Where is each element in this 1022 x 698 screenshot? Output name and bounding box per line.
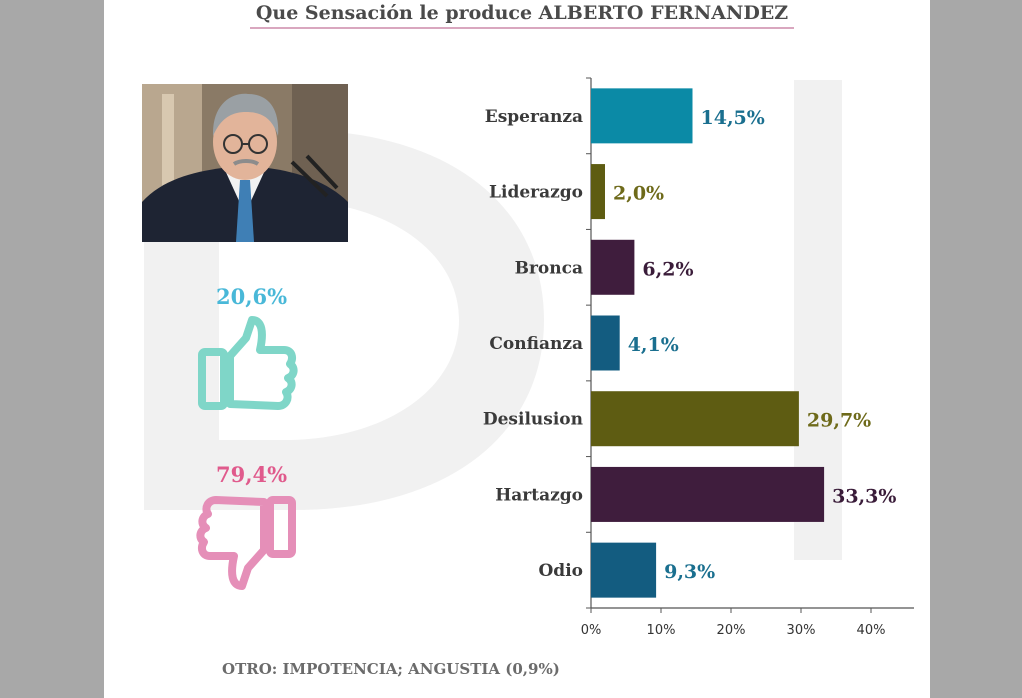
bar-chart: Esperanza Liderazgo Bronca Confianza Desilus… [483, 77, 914, 638]
bar-desilusion [591, 391, 799, 447]
chart-bars [591, 88, 825, 598]
positive-percent: 20,6% [216, 284, 288, 309]
category-label-hartazgo: Hartazgo [495, 485, 583, 505]
category-label-desilusion: Desilusion [483, 410, 583, 430]
x-tick-label: 10% [647, 623, 676, 638]
value-label-odio: 9,3% [664, 561, 715, 583]
thumbs-up-icon [198, 316, 298, 410]
x-tick-label: 0% [581, 623, 602, 638]
bar-bronca [591, 239, 635, 295]
value-label-bronca: 6,2% [642, 258, 693, 280]
bar-odio [591, 542, 657, 598]
bar-confianza [591, 315, 620, 371]
category-label-bronca: Bronca [515, 258, 583, 278]
value-label-confianza: 4,1% [628, 334, 679, 356]
category-labels: Esperanza Liderazgo Bronca Confianza Desilus… [483, 107, 583, 581]
category-label-confianza: Confianza [489, 334, 583, 354]
x-tick-label: 30% [787, 623, 816, 638]
x-tick-labels: 0%10%20%30%40%50% [581, 623, 886, 638]
category-label-esperanza: Esperanza [485, 107, 583, 127]
value-label-hartazgo: 33,3% [832, 485, 896, 507]
value-label-esperanza: 14,5% [701, 107, 765, 129]
chart-panel: Que Sensación le produce ALBERTO FERNAND… [104, 0, 930, 698]
x-tick-label: 40% [857, 623, 886, 638]
negative-percent: 79,4% [216, 462, 288, 487]
x-tick-label: 20% [717, 623, 746, 638]
category-label-odio: Odio [539, 561, 584, 581]
thumbs-down-icon [196, 496, 296, 590]
portrait-photo [142, 84, 348, 242]
category-label-liderazgo: Liderazgo [489, 183, 583, 203]
page-title: Que Sensación le produce ALBERTO FERNAND… [250, 2, 794, 29]
bar-liderazgo [591, 164, 605, 220]
value-label-desilusion: 29,7% [807, 410, 871, 432]
value-labels: 14,5% 2,0% 6,2% 4,1% 29,7% 33,3% 9,3% [613, 107, 896, 583]
value-label-liderazgo: 2,0% [613, 183, 664, 205]
bar-esperanza [591, 88, 693, 144]
footnote: OTRO: IMPOTENCIA; ANGUSTIA (0,9%) [222, 660, 560, 678]
bar-hartazgo [591, 466, 825, 522]
